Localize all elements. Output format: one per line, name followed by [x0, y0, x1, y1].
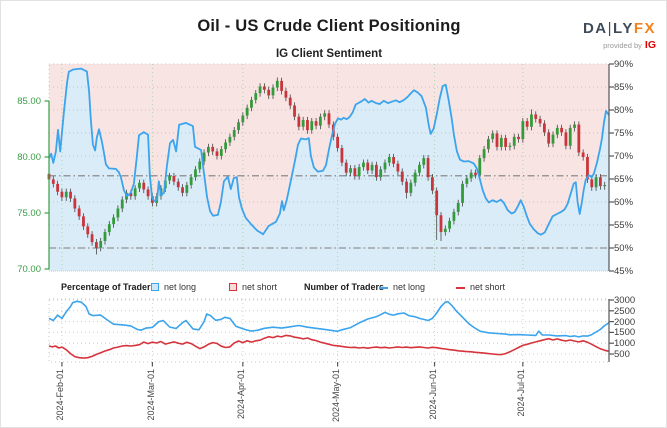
legend-net-long-line-label: net long: [393, 282, 426, 292]
date-axis-label: 2024-May-01: [331, 369, 342, 423]
net-long-percent-line: [48, 67, 610, 236]
traders-axis-label: 3000: [614, 295, 636, 306]
price-axis-label: 70.00: [17, 264, 41, 275]
percent-axis-label: 90%: [614, 59, 634, 70]
date-axis-label: 2024-Apr-01: [236, 369, 247, 420]
bottom-plot-frame: [48, 298, 610, 363]
legend-net-long-label: net long: [164, 282, 197, 292]
net-long-area-fill: [49, 68, 609, 271]
dailyfx-wordmark: DA|LYFX: [582, 20, 656, 38]
logo-text-ly: LY: [613, 20, 634, 37]
legend: Percentage of Traders net long net short…: [1, 280, 666, 296]
logo-text-fx: FX: [633, 20, 656, 37]
percent-axis-label: 50%: [614, 243, 634, 254]
logo-provided-by: provided by IG: [583, 38, 656, 52]
legend-net-short-label: net short: [242, 282, 278, 292]
number-of-traders-chart: [48, 298, 614, 367]
date-axis-label: 2024-Jun-01: [428, 369, 439, 420]
traders-axis-label: 2000: [614, 316, 636, 328]
price-axis-label: 80.00: [17, 152, 41, 163]
logo-text-da: DA: [582, 20, 608, 37]
bottom-axes: [61, 299, 614, 367]
net-short-square-swatch: [229, 283, 237, 291]
percent-axis-label: 45%: [614, 266, 634, 277]
percent-axis-label: 55%: [614, 220, 634, 231]
legend-percentage-of-traders-label: Percentage of Traders: [61, 282, 156, 292]
date-axis-label: 2024-Feb-01: [55, 369, 66, 421]
date-axis-label: 2024-Jul-01: [516, 369, 527, 417]
bottom-gridlines: [49, 299, 609, 362]
net-short-count-line: [48, 334, 610, 359]
percent-axis-label: 70%: [614, 151, 634, 162]
main-plot-frame: [48, 63, 610, 272]
page-title: Oil - US Crude Client Positioning: [197, 17, 461, 35]
legend-net-short-line-label: net short: [470, 282, 506, 292]
main-chart: [44, 63, 614, 272]
legend-number-of-traders-label: Number of Traders: [304, 282, 385, 292]
traders-axis-label: 1000: [614, 338, 636, 350]
logo-tagline: provided by: [603, 40, 642, 50]
net-long-line-swatch: [379, 287, 388, 289]
net-short-line-swatch: [456, 287, 465, 289]
price-axis-label: 75.00: [17, 208, 41, 219]
dailyfx-logo: DA|LYFX provided by IG: [582, 20, 656, 52]
percent-axis-label: 60%: [614, 197, 634, 208]
percent-axis-label: 80%: [614, 105, 634, 116]
percent-axis-label: 65%: [614, 174, 634, 185]
traders-axis-label: 2500: [614, 305, 636, 317]
traders-axis-label: 1500: [614, 327, 636, 339]
logo-bar-glyph: |: [607, 20, 614, 37]
ig-logo: IG: [644, 38, 656, 51]
percent-axis-label: 85%: [614, 82, 634, 93]
date-axis-label: 2024-Mar-01: [145, 369, 156, 421]
net-long-square-swatch: [151, 283, 159, 291]
net-long-count-line: [48, 300, 610, 338]
chart-subtitle: IG Client Sentiment: [275, 48, 383, 60]
percent-axis-label: 75%: [614, 128, 634, 139]
traders-axis-label: 500: [614, 349, 630, 360]
price-axis-label: 85.00: [17, 96, 41, 107]
main-axes: [44, 63, 614, 272]
